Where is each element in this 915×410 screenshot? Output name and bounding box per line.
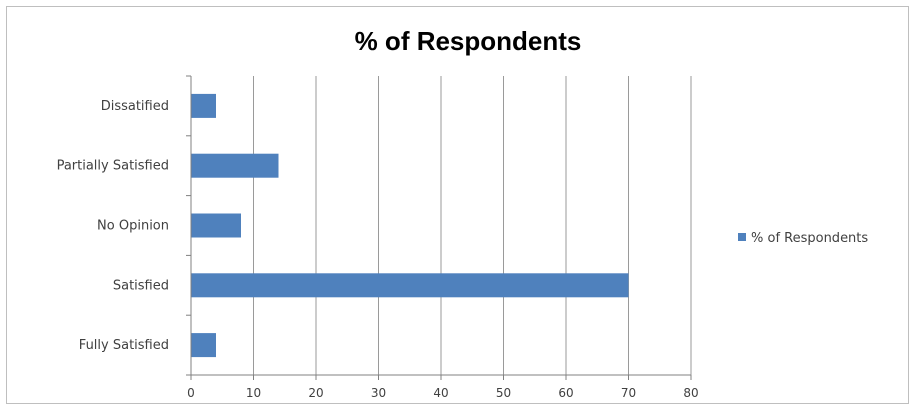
bar [191, 213, 241, 238]
x-tick-label: 60 [558, 386, 573, 400]
category-label: Dissatified [101, 99, 169, 114]
category-label: Satisfied [113, 278, 169, 293]
x-tick-label: 40 [433, 386, 448, 400]
category-label: Fully Satisfied [79, 338, 169, 353]
x-tick-label: 30 [371, 386, 386, 400]
x-tick-label: 20 [308, 386, 323, 400]
bar [191, 153, 279, 178]
axes [186, 75, 691, 376]
x-tick-label: 50 [496, 386, 511, 400]
x-tick-label: 70 [621, 386, 636, 400]
legend-label: % of Respondents [751, 231, 868, 246]
category-labels: Dissatified Partially Satisfied No Opinion… [57, 99, 169, 353]
chart-title: % of Respondents [355, 26, 582, 56]
gridlines [190, 76, 692, 380]
x-tick-label: 80 [683, 386, 698, 400]
x-tick-label: 0 [187, 386, 195, 400]
chart-frame [6, 6, 909, 404]
legend-swatch [738, 233, 746, 241]
bar [191, 333, 216, 358]
tick-labels: 0 10 20 30 40 50 60 70 80 [187, 386, 698, 400]
category-label: Partially Satisfied [57, 159, 169, 174]
bar [191, 93, 216, 118]
bar [191, 273, 629, 298]
bars [191, 93, 629, 358]
x-tick-label: 10 [246, 386, 261, 400]
legend: % of Respondents [738, 231, 868, 246]
category-label: No Opinion [97, 219, 169, 234]
